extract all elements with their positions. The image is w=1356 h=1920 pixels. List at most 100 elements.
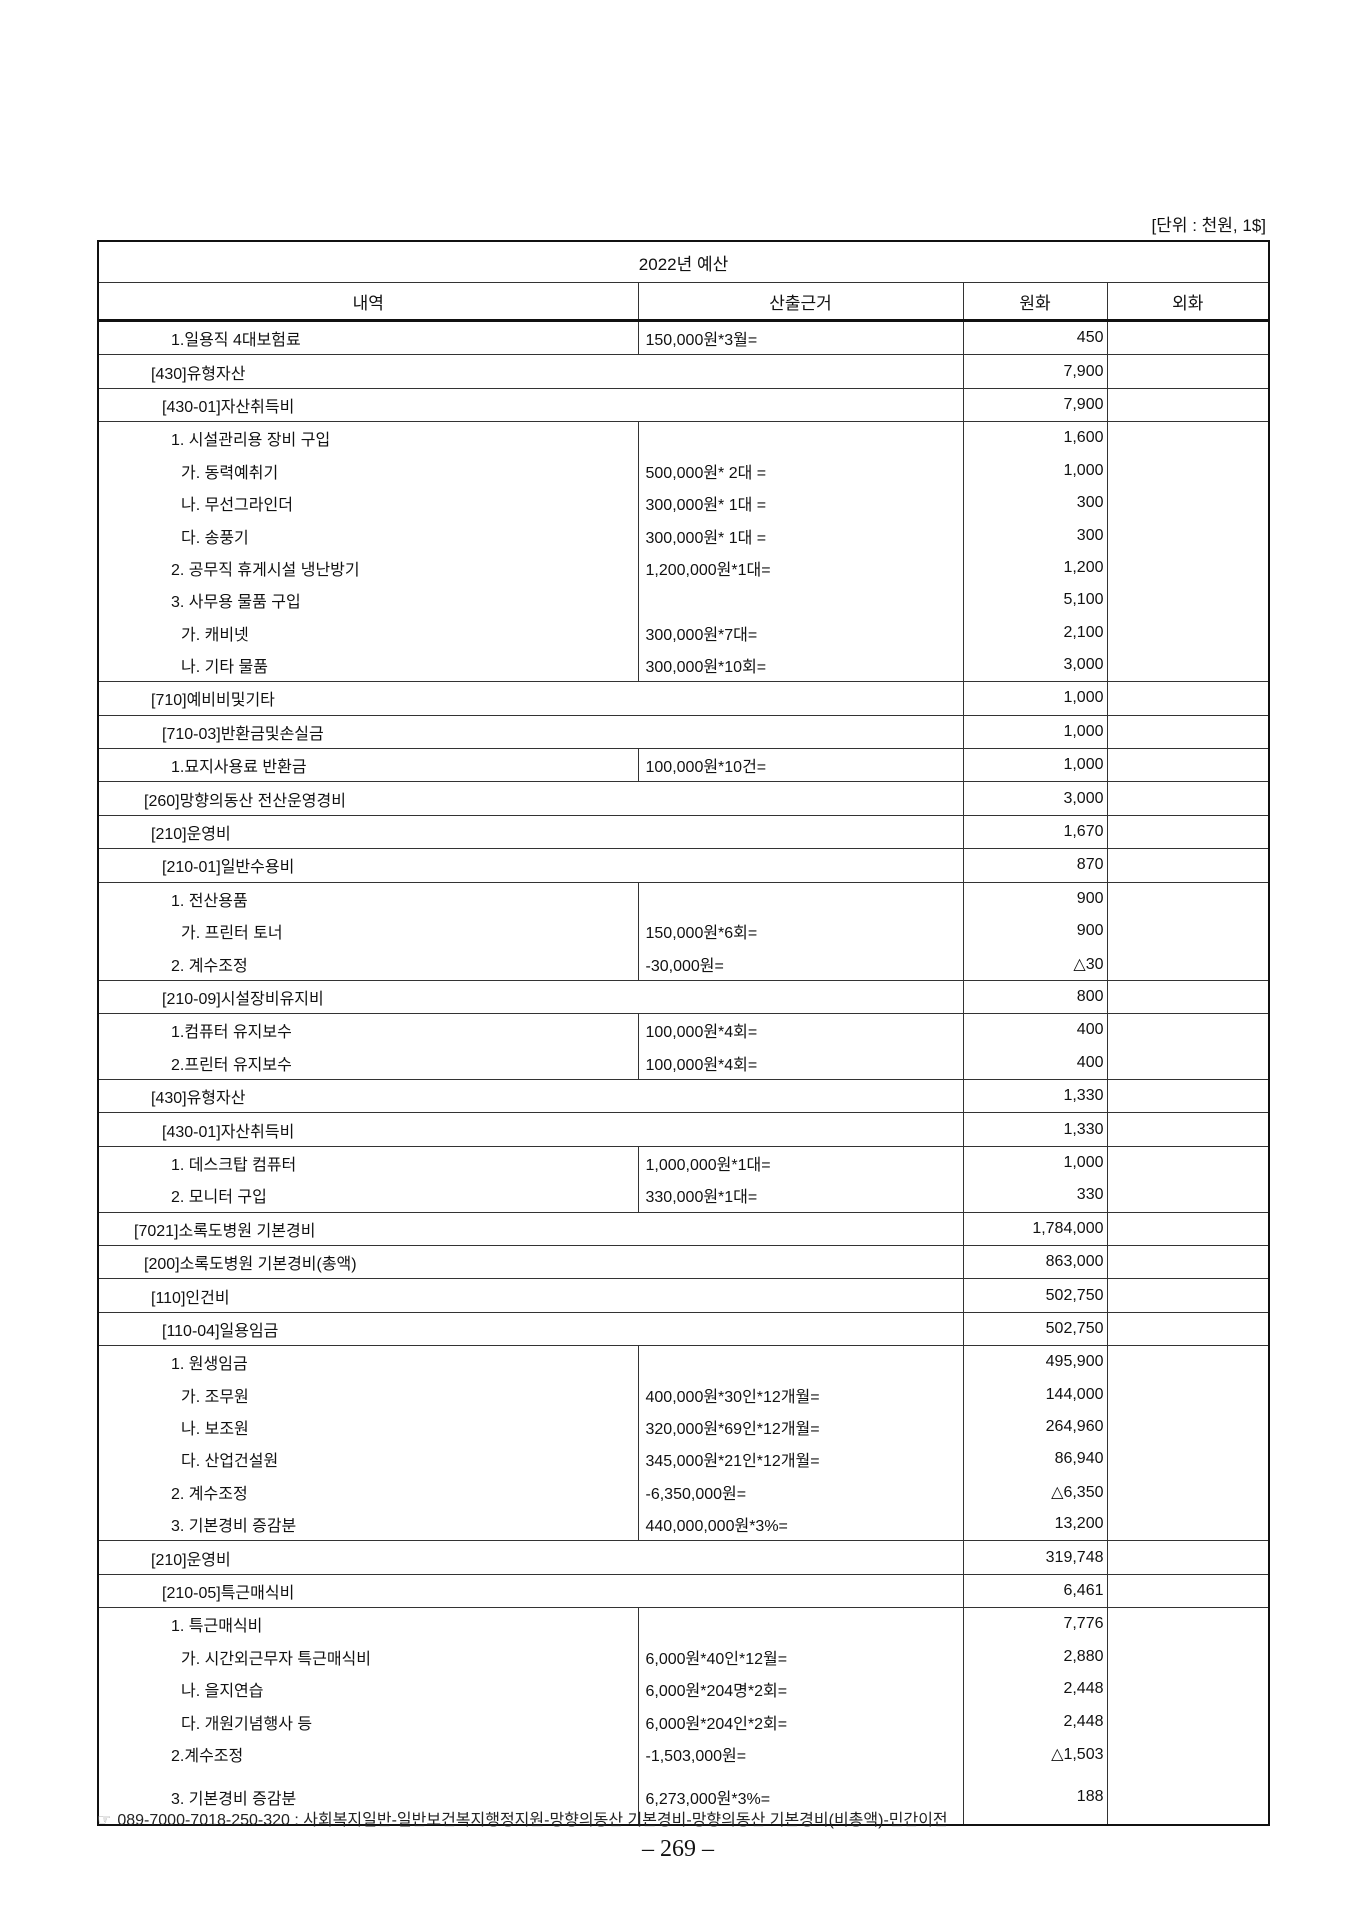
foreign-amount (1106, 1311, 1270, 1346)
krw-amount: 319,748 (962, 1540, 1108, 1575)
column-header-item: 내역 (97, 282, 639, 322)
krw-amount: 1,200 (962, 551, 1108, 585)
category-row: [200]소록도병원 기본경비(총액) 863,000 (97, 1244, 1270, 1279)
table-row: 3. 기본경비 증감분 6,273,000원*3%= 188 (97, 1770, 1270, 1826)
foreign-amount (1106, 1378, 1270, 1411)
krw-amount: 1,784,000 (962, 1211, 1108, 1246)
foreign-amount (1106, 1443, 1270, 1476)
foreign-amount (1106, 1607, 1270, 1641)
krw-amount: 1,600 (962, 421, 1108, 455)
item-label: 2. 계수조정 (97, 1475, 639, 1509)
foreign-amount (1106, 814, 1270, 849)
krw-amount: 1,000 (962, 714, 1108, 749)
krw-amount: 188 (962, 1770, 1108, 1826)
table-row: 가. 시간외근무자 특근매식비 6,000원*40인*12월= 2,880 (97, 1640, 1270, 1674)
table-row: 가. 동력예취기 500,000원* 2대 = 1,000 (97, 454, 1270, 487)
krw-amount: 7,776 (962, 1607, 1108, 1641)
foreign-amount (1106, 915, 1270, 948)
table-row: 다. 송풍기 300,000원* 1대 = 300 (97, 519, 1270, 552)
item-label: 1. 데스크탑 컴퓨터 (97, 1145, 639, 1180)
table-row: 나. 을지연습 6,000원*204명*2회= 2,448 (97, 1673, 1270, 1706)
krw-amount: 900 (962, 881, 1108, 916)
krw-amount: 900 (962, 915, 1108, 948)
category-row: [210-01]일반수용비 870 (97, 848, 1270, 883)
calculation-basis: 100,000원*10건= (637, 748, 964, 782)
foreign-amount (1106, 1179, 1270, 1213)
calculation-basis: 300,000원* 1대 = (637, 486, 964, 520)
krw-amount: 86,940 (962, 1443, 1108, 1476)
krw-amount: 300 (962, 486, 1108, 520)
calculation-basis (637, 1345, 964, 1379)
table-row: 나. 무선그라인더 300,000원* 1대 = 300 (97, 486, 1270, 520)
calculation-basis: 6,000원*204명*2회= (637, 1673, 964, 1706)
table-row: 2.프린터 유지보수 100,000원*4회= 400 (97, 1046, 1270, 1080)
calculation-basis: 300,000원*10회= (637, 648, 964, 682)
item-label: 가. 조무원 (97, 1378, 639, 1411)
category-row: [710-03]반환금및손실금 1,000 (97, 714, 1270, 749)
calculation-basis: 345,000원*21인*12개월= (637, 1443, 964, 1476)
item-label: [110]인건비 (97, 1278, 964, 1313)
foreign-amount (1106, 1640, 1270, 1674)
item-label: 2. 계수조정 (97, 947, 639, 981)
calculation-basis: 150,000원*3월= (637, 319, 964, 355)
table-row: 2. 계수조정 -6,350,000원= △6,350 (97, 1475, 1270, 1509)
item-label: [430-01]자산취득비 (97, 387, 964, 422)
page-number: – 269 – (642, 1836, 714, 1862)
krw-amount: 1,330 (962, 1112, 1108, 1147)
item-label: 1. 원생임금 (97, 1345, 639, 1379)
item-label: [210]운영비 (97, 1540, 964, 1575)
category-row: [430-01]자산취득비 7,900 (97, 387, 1270, 422)
item-label: 다. 개원기념행사 등 (97, 1705, 639, 1738)
krw-amount: 2,448 (962, 1673, 1108, 1706)
calculation-basis: 100,000원*4회= (637, 1046, 964, 1080)
foreign-amount (1106, 947, 1270, 981)
table-row: 1.컴퓨터 유지보수 100,000원*4회= 400 (97, 1013, 1270, 1047)
item-label: 1. 특근매식비 (97, 1607, 639, 1641)
budget-table: 2022년 예산 내역 산출근거 원화 외화 1.일용직 4대보험료 150,00… (97, 240, 1271, 1827)
krw-amount: 1,670 (962, 814, 1108, 849)
footer-text: 089-7000-7018-250-320 : 사회복지일반-일반보건복지행정지… (117, 1812, 948, 1829)
foreign-amount (1106, 319, 1270, 355)
calculation-basis: 330,000원*1대= (637, 1179, 964, 1213)
foreign-amount (1106, 519, 1270, 552)
calculation-basis (637, 584, 964, 617)
krw-amount: 495,900 (962, 1345, 1108, 1379)
item-label: 가. 시간외근무자 특근매식비 (97, 1640, 639, 1674)
table-row: 1.일용직 4대보험료 150,000원*3월= 450 (97, 319, 1270, 355)
foreign-amount (1106, 1475, 1270, 1509)
calculation-basis (637, 881, 964, 916)
foreign-amount (1106, 1673, 1270, 1706)
category-row: [210]운영비 319,748 (97, 1540, 1270, 1575)
footer-note: ☞ 089-7000-7018-250-320 : 사회복지일반-일반보건복지행정… (97, 1806, 948, 1830)
foreign-amount (1106, 387, 1270, 422)
table-row: 1. 전산용품 900 (97, 881, 1270, 916)
item-label: [210-01]일반수용비 (97, 848, 964, 883)
item-label: [210-09]시설장비유지비 (97, 979, 964, 1014)
krw-amount: 264,960 (962, 1410, 1108, 1444)
column-header-krw: 원화 (962, 282, 1108, 322)
foreign-amount (1106, 1770, 1270, 1826)
category-row: [110]인건비 502,750 (97, 1278, 1270, 1313)
category-row: [7021]소록도병원 기본경비 1,784,000 (97, 1211, 1270, 1246)
krw-amount: 1,000 (962, 1145, 1108, 1180)
calculation-basis: 300,000원*7대= (637, 616, 964, 649)
table-row: 2. 계수조정 -30,000원= △30 (97, 947, 1270, 981)
calculation-basis (637, 421, 964, 455)
foreign-amount (1106, 979, 1270, 1014)
krw-amount: 330 (962, 1179, 1108, 1213)
krw-amount: 7,900 (962, 387, 1108, 422)
category-row: [260]망향의동산 전산운영경비 3,000 (97, 781, 1270, 816)
table-row: 가. 조무원 400,000원*30인*12개월= 144,000 (97, 1378, 1270, 1411)
item-label: [430]유형자산 (97, 1078, 964, 1113)
krw-amount: 1,330 (962, 1078, 1108, 1113)
krw-amount: △30 (962, 947, 1108, 981)
foreign-amount (1106, 1244, 1270, 1279)
krw-amount: 6,461 (962, 1573, 1108, 1608)
item-label: [710]예비비및기타 (97, 681, 964, 716)
calculation-basis: -6,350,000원= (637, 1475, 964, 1509)
column-header-row: 내역 산출근거 원화 외화 (97, 282, 1270, 322)
krw-amount: 2,100 (962, 616, 1108, 649)
item-label: 2.계수조정 (97, 1737, 639, 1771)
foreign-amount (1106, 1112, 1270, 1147)
category-row: [210]운영비 1,670 (97, 814, 1270, 849)
